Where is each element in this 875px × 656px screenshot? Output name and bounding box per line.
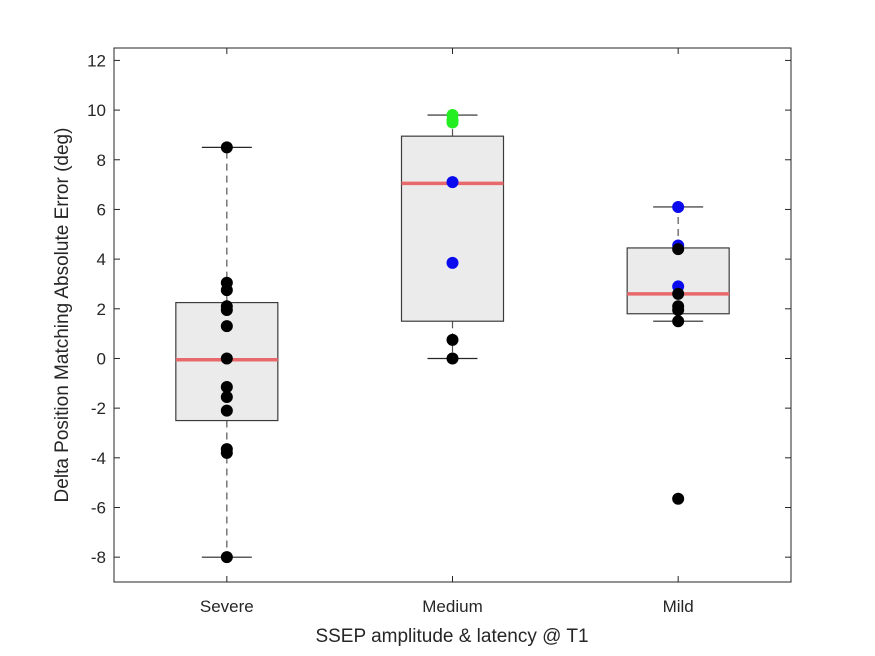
y-tick-label: 2 bbox=[97, 300, 106, 319]
points-layer bbox=[220, 109, 685, 564]
data-point bbox=[672, 315, 685, 328]
data-point bbox=[446, 352, 459, 365]
y-axis-label: Delta Position Matching Absolute Error (… bbox=[52, 128, 73, 503]
y-tick-label: 4 bbox=[97, 250, 106, 269]
data-point bbox=[672, 243, 685, 256]
data-point bbox=[220, 141, 233, 154]
data-point bbox=[220, 304, 233, 317]
data-point bbox=[446, 256, 459, 269]
x-axis-label: SSEP amplitude & latency @ T1 bbox=[315, 626, 588, 647]
box-iqr bbox=[400, 135, 505, 322]
y-axis: -8 -6 -4 -2 0 2 4 6 8 10 12 bbox=[87, 51, 791, 567]
data-point bbox=[220, 551, 233, 564]
data-point bbox=[220, 320, 233, 333]
x-tick-label: Medium bbox=[422, 597, 482, 616]
y-tick-label: -6 bbox=[91, 498, 106, 517]
data-point bbox=[220, 352, 233, 365]
y-tick-label: 12 bbox=[87, 51, 106, 70]
data-point bbox=[672, 200, 685, 213]
x-axis: Severe Medium Mild bbox=[200, 48, 694, 616]
data-point bbox=[446, 176, 459, 189]
y-tick-label: -4 bbox=[91, 449, 106, 468]
data-point bbox=[446, 333, 459, 346]
data-point bbox=[220, 284, 233, 297]
data-point bbox=[672, 492, 685, 505]
x-tick-label: Severe bbox=[200, 597, 254, 616]
y-tick-label: 10 bbox=[87, 101, 106, 120]
y-tick-label: 6 bbox=[97, 200, 106, 219]
y-tick-label: 8 bbox=[97, 151, 106, 170]
data-point bbox=[672, 287, 685, 300]
y-tick-label: 0 bbox=[97, 349, 106, 368]
data-point bbox=[220, 446, 233, 459]
y-tick-label: -2 bbox=[91, 399, 106, 418]
data-point bbox=[220, 390, 233, 403]
data-point bbox=[672, 304, 685, 317]
y-tick-label: -8 bbox=[91, 548, 106, 567]
data-point bbox=[446, 116, 459, 129]
data-point bbox=[220, 404, 233, 417]
data-point bbox=[220, 381, 233, 394]
x-tick-label: Mild bbox=[663, 597, 694, 616]
